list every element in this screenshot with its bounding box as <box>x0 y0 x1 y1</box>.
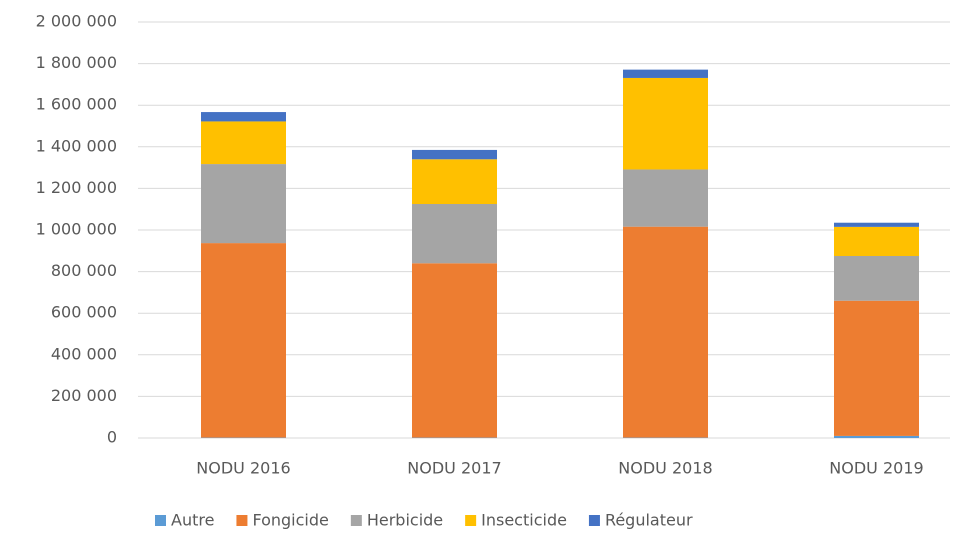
x-tick-label: NODU 2017 <box>407 459 501 478</box>
bar-segment <box>201 164 286 244</box>
bar-segment <box>412 263 497 438</box>
y-tick-label: 1 800 000 <box>36 53 117 72</box>
y-tick-label: 600 000 <box>51 303 117 322</box>
x-tick-label: NODU 2018 <box>618 459 712 478</box>
bar-segment <box>834 435 919 438</box>
bar-segment <box>201 112 286 122</box>
x-tick-label: NODU 2019 <box>829 459 923 478</box>
y-tick-label: 1 600 000 <box>36 95 117 114</box>
y-tick-label: 1 200 000 <box>36 178 117 197</box>
legend-swatch <box>588 515 600 526</box>
bar-segment <box>834 256 919 301</box>
bar-segment <box>623 77 708 170</box>
bar-segment <box>834 222 919 227</box>
legend-label: Régulateur <box>605 511 693 530</box>
bar-segment <box>623 169 708 227</box>
bar-segment <box>412 204 497 264</box>
legend-label: Herbicide <box>367 511 443 530</box>
bar-segment <box>623 69 708 78</box>
y-tick-label: 800 000 <box>51 261 117 280</box>
legend-label: Fongicide <box>252 511 328 530</box>
bar-segment <box>412 149 497 160</box>
legend-swatch <box>155 515 166 526</box>
bar-segment <box>412 159 497 204</box>
y-tick-label: 1 400 000 <box>36 136 117 155</box>
y-tick-label: 200 000 <box>51 386 117 405</box>
y-tick-label: 2 000 000 <box>36 12 117 31</box>
legend-swatch <box>236 515 248 526</box>
legend-label: Autre <box>171 511 214 530</box>
y-tick-label: 1 000 000 <box>36 220 117 239</box>
legend-swatch <box>465 515 477 526</box>
bar-segment <box>623 226 708 438</box>
bar-segment <box>834 300 919 436</box>
bar-segment <box>201 121 286 165</box>
y-tick-label: 0 <box>107 428 117 447</box>
y-tick-label: 400 000 <box>51 344 117 363</box>
bar-segment <box>201 243 286 438</box>
legend-swatch <box>350 515 362 526</box>
bar-segment <box>834 226 919 256</box>
x-tick-label: NODU 2016 <box>196 459 290 478</box>
legend-label: Insecticide <box>481 511 567 530</box>
